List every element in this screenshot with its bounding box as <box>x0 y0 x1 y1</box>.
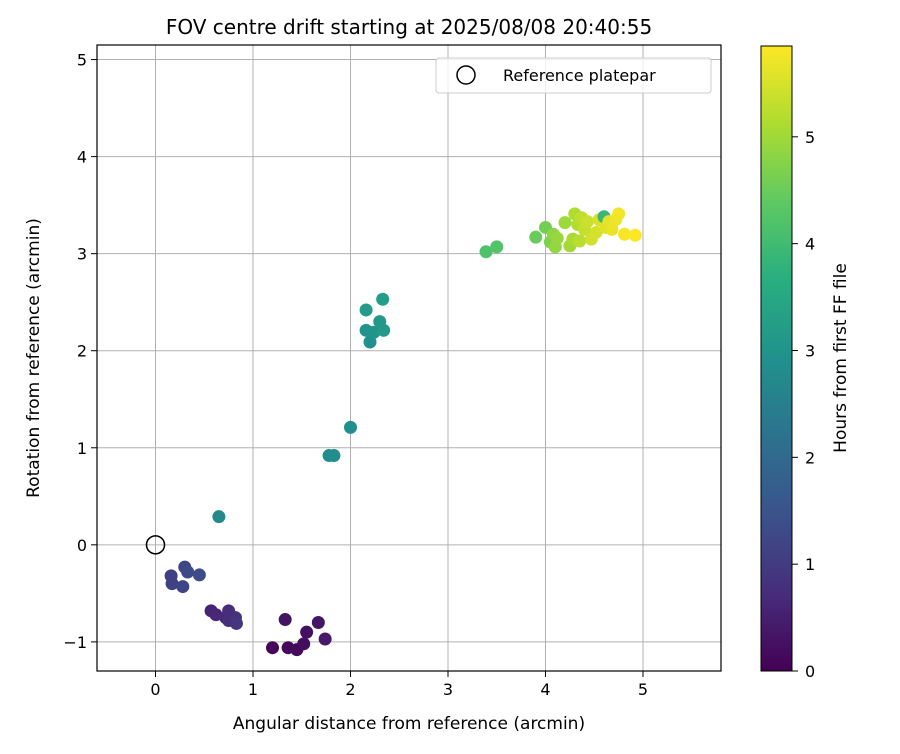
x-tick-label: 0 <box>150 680 160 699</box>
colorbar-tick-label: 4 <box>805 235 815 254</box>
scatter-point <box>318 632 332 646</box>
colorbar-tick-label: 2 <box>805 448 815 467</box>
colorbar-gradient <box>760 45 793 672</box>
colorbar-tick-label: 0 <box>805 662 815 681</box>
scatter-point <box>212 510 226 524</box>
x-tick-label: 3 <box>443 680 453 699</box>
scatter-point <box>573 234 587 248</box>
scatter-point <box>311 615 325 629</box>
scatter-point <box>278 613 292 627</box>
scatter-point <box>377 323 391 337</box>
y-tick-label: 2 <box>77 342 87 361</box>
x-tick-label: 4 <box>540 680 550 699</box>
x-tick-label: 5 <box>638 680 648 699</box>
scatter-point <box>367 325 381 339</box>
scatter-point <box>344 420 357 434</box>
scatter-point <box>359 303 373 317</box>
y-tick-label: 5 <box>77 51 87 70</box>
reference-platepar-marker <box>145 535 166 555</box>
legend: Reference platepar <box>435 57 712 94</box>
colorbar-label: Hours from first FF file <box>831 263 851 453</box>
colorbar-tick-label: 5 <box>805 128 815 147</box>
scatter-point <box>589 225 603 239</box>
x-tick-label: 1 <box>248 680 258 699</box>
plot-frame <box>96 44 722 672</box>
scatter-point <box>529 230 543 244</box>
scatter-point <box>376 292 390 306</box>
data-points <box>164 207 642 657</box>
colorbar-ticks: 0 1 2 3 4 5 <box>792 128 815 681</box>
scatter-point <box>300 625 314 639</box>
legend-box <box>435 57 712 94</box>
scatter-point <box>580 215 594 229</box>
x-tick-label: 2 <box>345 680 355 699</box>
scatter-point <box>558 216 572 230</box>
scatter-point <box>192 568 206 582</box>
scatter-point <box>209 608 223 622</box>
scatter-point <box>297 637 311 651</box>
scatter-point <box>550 231 564 245</box>
scatter-point <box>617 227 631 241</box>
legend-open-circle-icon <box>456 65 476 85</box>
scatter-point <box>165 577 179 591</box>
scatter-point <box>628 228 642 242</box>
chart-title: FOV centre drift starting at 2025/08/08 … <box>166 15 652 39</box>
y-tick-label: 4 <box>77 148 87 167</box>
y-tick-label: −1 <box>63 633 87 652</box>
colorbar: 0 1 2 3 4 5 Hours from first FF file <box>760 45 851 681</box>
y-axis-ticks: −1 0 1 2 3 4 5 <box>63 51 97 652</box>
colorbar-tick-label: 1 <box>805 555 815 574</box>
y-tick-label: 3 <box>77 245 87 264</box>
legend-entry-label: Reference platepar <box>503 66 656 85</box>
scatter-point <box>490 240 504 254</box>
y-tick-label: 0 <box>77 536 87 555</box>
y-axis-label: Rotation from reference (arcmin) <box>24 218 44 498</box>
scatter-point <box>612 207 626 221</box>
y-tick-label: 1 <box>77 439 87 458</box>
scatter-point <box>229 616 243 630</box>
scatter-point <box>181 565 195 579</box>
scatter-point <box>176 580 190 594</box>
scatter-point <box>266 641 279 655</box>
scatter-point <box>327 449 341 463</box>
colorbar-tick-label: 3 <box>805 341 815 360</box>
scatter-point <box>479 245 493 259</box>
x-axis-ticks: 0 1 2 3 4 5 <box>150 671 648 699</box>
x-axis-label: Angular distance from reference (arcmin) <box>233 714 585 734</box>
